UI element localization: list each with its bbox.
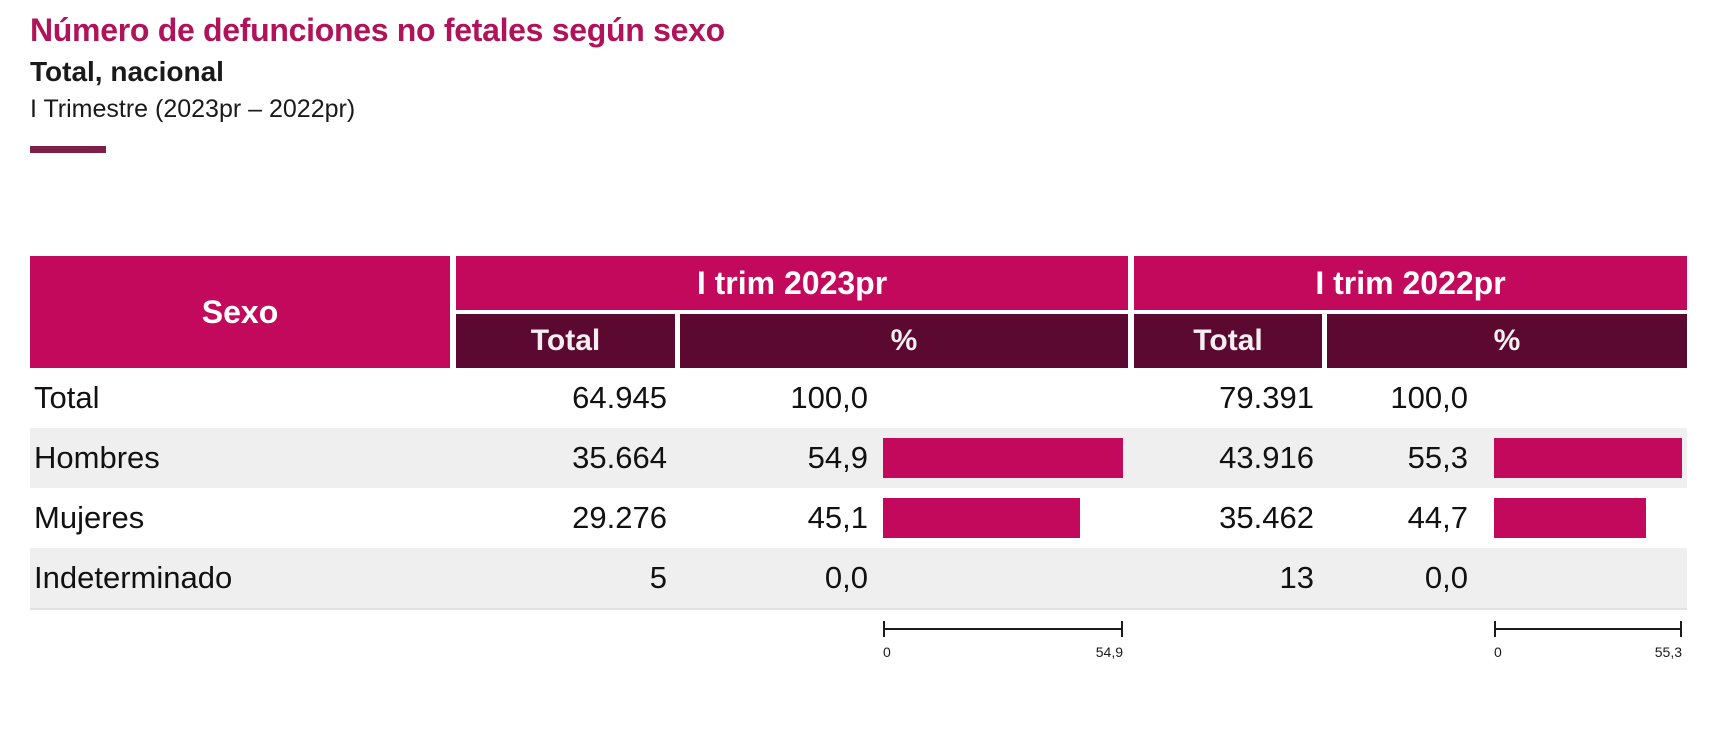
table-row-total: Total 64.945 100,0 79.391 100,0 bbox=[30, 368, 1687, 428]
table-row-mujeres: Mujeres 29.276 45,1 35.462 44,7 bbox=[30, 488, 1687, 548]
pct-bar-2023 bbox=[883, 438, 1123, 478]
subheader-row-2022: Total % bbox=[1134, 314, 1687, 368]
axis-tick-max-2023 bbox=[1121, 621, 1123, 637]
subheader-total-2023: Total bbox=[456, 314, 675, 368]
bar-axes: 0 54,9 0 55,3 bbox=[30, 612, 1717, 692]
cell-pct-2022: 44,7 bbox=[1407, 500, 1468, 535]
axis-tick-min-2023 bbox=[883, 621, 885, 637]
pct-bar-2023 bbox=[883, 498, 1081, 538]
pct-bar-2022 bbox=[1494, 438, 1682, 478]
bar-cell-2022 bbox=[1472, 368, 1687, 428]
table-body: Total 64.945 100,0 79.391 100,0 bbox=[30, 368, 1687, 610]
row-label: Hombres bbox=[34, 440, 160, 475]
axis-labels-2023: 0 54,9 bbox=[883, 644, 1123, 660]
bar-track-2023 bbox=[883, 498, 1123, 538]
bar-cell-2023 bbox=[875, 488, 1134, 548]
cell-total-2023: 35.664 bbox=[572, 440, 667, 475]
bar-track-2022 bbox=[1494, 558, 1682, 598]
subheader-row-2023: Total % bbox=[456, 314, 1128, 368]
table-row-hombres: Hombres 35.664 54,9 43.916 55,3 bbox=[30, 428, 1687, 488]
bar-cell-2023 bbox=[875, 368, 1134, 428]
cell-pct-2022: 100,0 bbox=[1390, 380, 1468, 415]
header-group-2023: I trim 2023pr bbox=[456, 256, 1128, 310]
cell-total-2023: 29.276 bbox=[572, 500, 667, 535]
axis-label-min-2023: 0 bbox=[883, 644, 891, 660]
axis-2022: 0 55,3 bbox=[1494, 621, 1682, 660]
bar-track-2022 bbox=[1494, 378, 1682, 418]
axis-tick-min-2022 bbox=[1494, 621, 1496, 637]
bar-track-2023 bbox=[883, 558, 1123, 598]
pct-bar-2022 bbox=[1494, 498, 1646, 538]
cell-pct-2022: 55,3 bbox=[1407, 440, 1468, 475]
table-header: Sexo I trim 2023pr I trim 2022pr Total %… bbox=[30, 256, 1687, 368]
cell-pct-2023: 45,1 bbox=[807, 500, 868, 535]
axis-label-min-2022: 0 bbox=[1494, 644, 1502, 660]
table-row-indeterminado: Indeterminado 5 0,0 13 0,0 bbox=[30, 548, 1687, 608]
axis-label-max-2022: 55,3 bbox=[1654, 644, 1682, 660]
cell-pct-2022: 0,0 bbox=[1424, 560, 1468, 595]
axis-labels-2022: 0 55,3 bbox=[1494, 644, 1682, 660]
cell-pct-2023: 54,9 bbox=[807, 440, 868, 475]
subheader-pct-2022: % bbox=[1327, 314, 1687, 368]
cell-total-2023: 5 bbox=[649, 560, 667, 595]
subheader-pct-2023: % bbox=[680, 314, 1128, 368]
cell-pct-2023: 100,0 bbox=[790, 380, 868, 415]
axis-label-max-2023: 54,9 bbox=[1095, 644, 1123, 660]
axis-tick-max-2022 bbox=[1680, 621, 1682, 637]
cell-total-2023: 64.945 bbox=[572, 380, 667, 415]
cell-total-2022: 13 bbox=[1279, 560, 1314, 595]
header-sexo: Sexo bbox=[30, 256, 450, 368]
bar-cell-2022 bbox=[1472, 488, 1687, 548]
cell-total-2022: 43.916 bbox=[1219, 440, 1314, 475]
bar-cell-2023 bbox=[875, 428, 1134, 488]
period-label: I Trimestre (2023pr – 2022pr) bbox=[30, 95, 356, 123]
bar-cell-2022 bbox=[1472, 548, 1687, 608]
bar-cell-2023 bbox=[875, 548, 1134, 608]
row-label: Total bbox=[34, 380, 100, 415]
bar-track-2023 bbox=[883, 378, 1123, 418]
axis-2023: 0 54,9 bbox=[883, 621, 1123, 660]
row-label: Mujeres bbox=[34, 500, 145, 535]
bar-cell-2022 bbox=[1472, 428, 1687, 488]
bar-track-2023 bbox=[883, 438, 1123, 478]
page-subtitle: Total, nacional bbox=[30, 56, 224, 87]
data-table: Sexo I trim 2023pr I trim 2022pr Total %… bbox=[30, 256, 1687, 610]
axis-line-2022 bbox=[1494, 621, 1682, 637]
subheader-total-2022: Total bbox=[1134, 314, 1322, 368]
cell-total-2022: 35.462 bbox=[1219, 500, 1314, 535]
header-group-2022: I trim 2022pr bbox=[1134, 256, 1687, 310]
cell-total-2022: 79.391 bbox=[1219, 380, 1314, 415]
bar-track-2022 bbox=[1494, 438, 1682, 478]
axis-line-2023 bbox=[883, 621, 1123, 637]
bar-track-2022 bbox=[1494, 498, 1682, 538]
cell-pct-2023: 0,0 bbox=[824, 560, 868, 595]
page-title: Número de defunciones no fetales según s… bbox=[30, 12, 725, 48]
title-underline bbox=[30, 146, 106, 153]
row-label: Indeterminado bbox=[34, 560, 233, 595]
